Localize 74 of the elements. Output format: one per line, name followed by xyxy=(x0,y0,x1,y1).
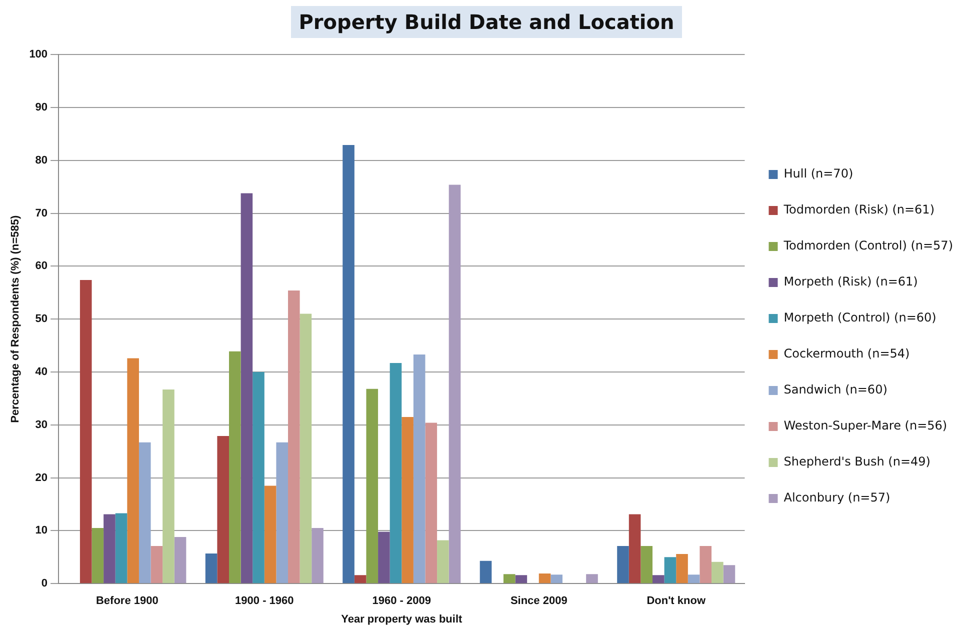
bar xyxy=(80,280,92,584)
x-tick-label: Don't know xyxy=(646,595,706,608)
x-tick-label: Before 1900 xyxy=(96,595,158,608)
legend-label: Todmorden (Control) (n=57) xyxy=(782,238,954,253)
bar xyxy=(217,436,229,584)
bar xyxy=(437,540,449,584)
bar xyxy=(138,442,151,584)
bar xyxy=(688,574,700,584)
bar xyxy=(676,554,688,584)
bar xyxy=(712,562,724,584)
bar xyxy=(276,442,288,584)
legend-label: Alconbury (n=57) xyxy=(784,490,890,505)
bar xyxy=(264,486,276,584)
bar xyxy=(162,389,174,584)
y-tick-label: 50 xyxy=(35,313,48,326)
y-tick-label: 60 xyxy=(35,260,48,272)
bar xyxy=(700,546,712,584)
x-axis-title: Year property was built xyxy=(341,613,462,626)
bar xyxy=(378,532,390,584)
bar xyxy=(288,290,300,584)
bar xyxy=(104,514,116,584)
chart-title: Property Build Date and Location xyxy=(290,6,682,38)
bar xyxy=(723,565,736,584)
bar xyxy=(312,528,324,584)
bar xyxy=(390,363,402,584)
bar xyxy=(413,354,426,584)
x-tick-label: Since 2009 xyxy=(510,595,568,608)
legend-label: Hull (n=70) xyxy=(784,166,854,181)
bar xyxy=(617,546,629,584)
bar xyxy=(640,546,653,584)
legend-label: Todmorden (Risk) (n=61) xyxy=(782,202,935,217)
bar xyxy=(229,351,241,584)
y-tick-label: 20 xyxy=(35,472,48,484)
y-tick-label: 80 xyxy=(35,154,48,166)
bar xyxy=(448,184,461,584)
bar xyxy=(366,388,378,584)
y-tick-label: 90 xyxy=(35,102,48,114)
y-axis-title: Percentage of Respondents (%) (n=585) xyxy=(10,215,22,423)
legend-label: Morpeth (Risk) (n=61) xyxy=(784,274,918,289)
bar xyxy=(115,513,128,584)
bar xyxy=(628,514,641,584)
bar xyxy=(240,193,253,584)
y-tick-label: 100 xyxy=(29,48,48,61)
bar xyxy=(300,314,312,584)
bar xyxy=(586,574,598,584)
bar xyxy=(354,575,366,584)
bar xyxy=(150,546,163,584)
y-tick-label: 30 xyxy=(35,418,48,431)
x-tick-label: 1900 - 1960 xyxy=(235,595,294,608)
bar xyxy=(402,416,414,584)
bar xyxy=(205,553,218,584)
bar xyxy=(342,145,354,584)
bar xyxy=(652,575,664,584)
y-tick-label: 40 xyxy=(35,366,48,378)
bar xyxy=(503,574,516,584)
bar xyxy=(550,574,562,584)
y-tick-label: 0 xyxy=(41,578,48,590)
bar xyxy=(252,372,264,584)
bar xyxy=(174,537,186,584)
bar xyxy=(425,422,438,584)
legend-label: Weston-Super-Mare (n=56) xyxy=(784,418,948,433)
legend-label: Morpeth (Control) (n=60) xyxy=(784,310,936,325)
x-tick-label: 1960 - 2009 xyxy=(372,595,431,608)
y-tick-label: 70 xyxy=(35,207,48,220)
legend-label: Shepherd's Bush (n=49) xyxy=(784,454,930,469)
legend-label: Sandwich (n=60) xyxy=(784,382,888,397)
bar xyxy=(127,358,139,584)
y-tick-label: 10 xyxy=(35,524,48,537)
bar xyxy=(664,557,676,584)
legend-label: Cockermouth (n=54) xyxy=(784,346,910,361)
bar xyxy=(92,528,104,584)
bar xyxy=(515,575,528,584)
bar xyxy=(538,574,551,584)
bar xyxy=(480,560,492,584)
